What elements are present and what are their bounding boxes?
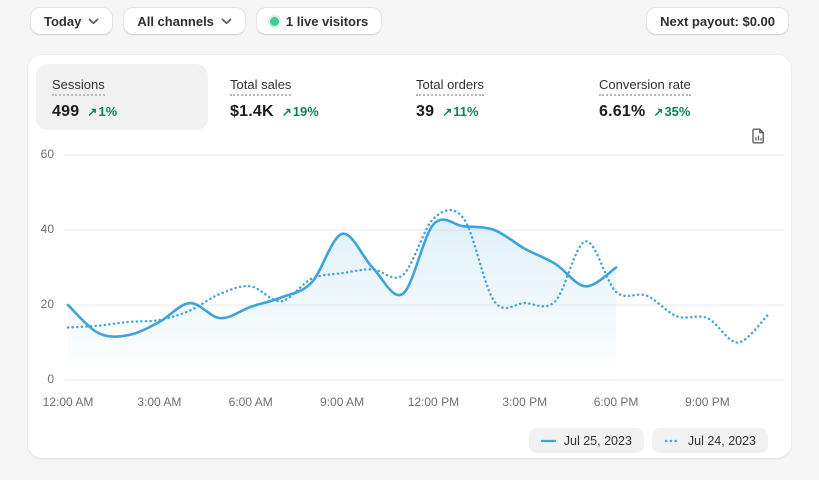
- x-axis-tick: 6:00 AM: [228, 395, 273, 409]
- legend-item-jul-25[interactable]: Jul 25, 2023: [528, 428, 644, 453]
- report-page-icon: [751, 128, 764, 144]
- metric-delta: ↗1%: [87, 104, 118, 119]
- metric-delta: ↗11%: [442, 104, 479, 119]
- x-axis-tick: 6:00 PM: [593, 395, 639, 409]
- view-report-icon[interactable]: [749, 127, 767, 145]
- chevron-down-icon: [88, 18, 99, 24]
- metric-label: Conversion rate: [599, 77, 691, 96]
- y-axis-tick: 0: [47, 372, 54, 386]
- legend-label: Jul 25, 2023: [563, 433, 632, 448]
- x-axis-tick: 12:00 AM: [42, 395, 94, 409]
- metric-value: 6.61%: [599, 103, 646, 120]
- y-axis-tick: 40: [40, 222, 54, 236]
- up-arrow-icon: ↗: [281, 105, 292, 119]
- metric-value-row: 499 ↗1%: [52, 103, 192, 121]
- metric-label: Total orders: [416, 77, 484, 96]
- live-visitors-dot-icon: [269, 16, 279, 26]
- chevron-down-icon: [221, 18, 232, 24]
- metric-label: Sessions: [52, 77, 105, 96]
- x-axis-tick: 12:00 PM: [407, 395, 460, 409]
- x-axis-tick: 3:00 AM: [137, 395, 182, 409]
- channels-filter-button[interactable]: All channels: [123, 7, 246, 35]
- metric-value-row: $1.4K ↗19%: [230, 103, 319, 121]
- date-range-label: Today: [44, 13, 82, 29]
- dotted-line-icon: [664, 439, 680, 442]
- live-visitors-button[interactable]: 1 live visitors: [255, 7, 383, 35]
- metric-value: 499: [52, 103, 80, 120]
- metric-tab-total-orders[interactable]: Total orders 39 ↗11%: [400, 64, 500, 133]
- y-axis-tick: 20: [40, 297, 54, 311]
- metric-value-row: 6.61% ↗35%: [599, 103, 691, 121]
- x-axis-tick: 3:00 PM: [502, 395, 548, 409]
- metric-value: 39: [416, 103, 435, 120]
- solid-line-icon: [540, 439, 556, 442]
- x-axis-tick: 9:00 AM: [320, 395, 365, 409]
- up-arrow-icon: ↗: [442, 105, 453, 119]
- next-payout-button[interactable]: Next payout: $0.00: [646, 7, 789, 35]
- date-range-button[interactable]: Today: [30, 7, 114, 35]
- next-payout-label: Next payout: $0.00: [660, 13, 775, 29]
- y-axis-tick: 60: [40, 147, 54, 161]
- legend-item-jul-24[interactable]: Jul 24, 2023: [651, 428, 768, 453]
- up-arrow-icon: ↗: [87, 105, 98, 119]
- metric-tab-sessions[interactable]: Sessions 499 ↗1%: [36, 64, 208, 130]
- metric-value: $1.4K: [230, 103, 274, 120]
- chart-legend: Jul 25, 2023 Jul 24, 2023: [528, 428, 768, 453]
- x-axis-tick: 9:00 PM: [685, 395, 730, 409]
- top-bar: Today All channels 1 live visitors Next …: [30, 7, 789, 35]
- metric-delta: ↗19%: [281, 104, 319, 119]
- metric-delta: ↗35%: [653, 104, 691, 119]
- metric-label: Total sales: [230, 77, 292, 96]
- channels-label: All channels: [137, 13, 214, 29]
- up-arrow-icon: ↗: [653, 105, 664, 119]
- metric-tab-conversion-rate[interactable]: Conversion rate 6.61% ↗35%: [583, 64, 707, 133]
- metric-tab-total-sales[interactable]: Total sales $1.4K ↗19%: [214, 64, 335, 133]
- legend-label: Jul 24, 2023: [687, 433, 756, 448]
- metric-value-row: 39 ↗11%: [416, 103, 484, 121]
- live-visitors-label: 1 live visitors: [285, 13, 369, 29]
